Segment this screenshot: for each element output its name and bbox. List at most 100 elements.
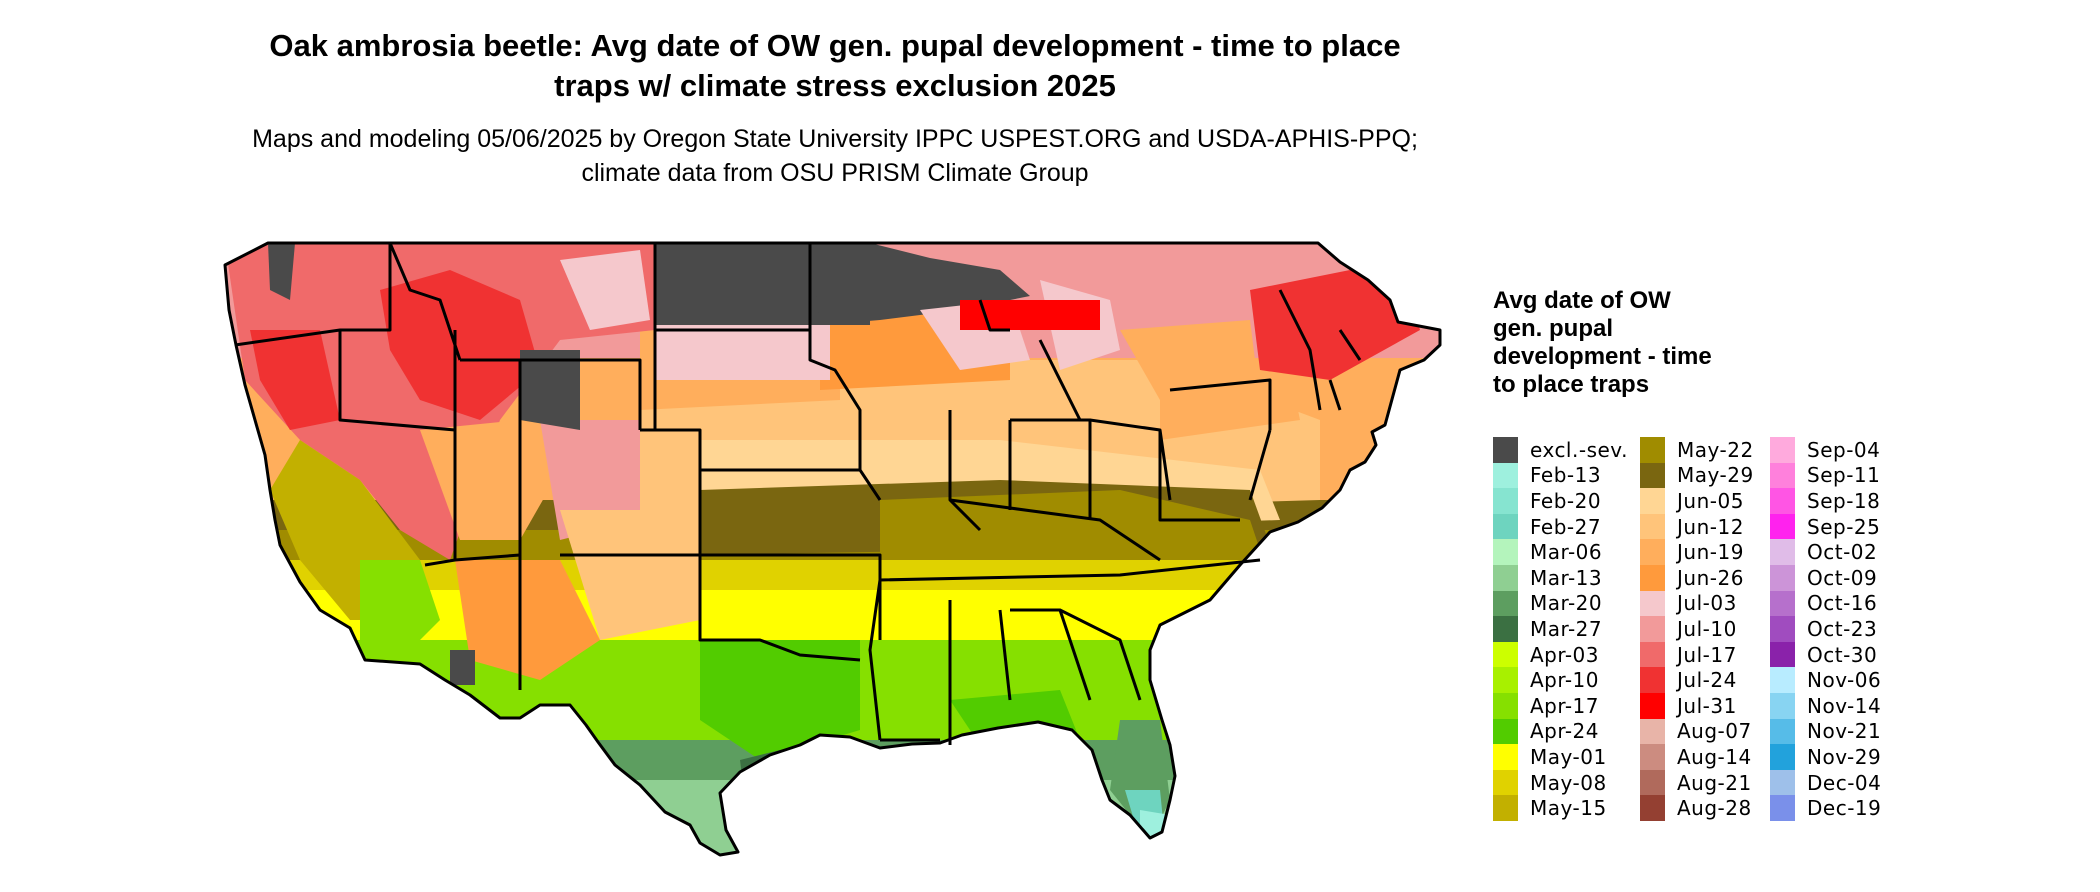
legend-item: Aug-28 [1640,795,1754,821]
legend-swatch [1770,718,1795,745]
legend-swatch [1770,795,1795,821]
legend-item: Nov-06 [1770,667,1881,693]
legend-item: excl.-sev. [1493,437,1628,463]
legend-label: Sep-18 [1807,488,1881,513]
legend-item: Sep-11 [1770,462,1881,489]
legend-label: Oct-23 [1807,616,1878,641]
legend-swatch [1770,744,1795,770]
legend-swatch [1770,590,1795,617]
legend-swatch [1770,539,1795,565]
legend-label: May-01 [1530,744,1607,769]
legend-swatch [1493,795,1518,821]
legend-item: Sep-04 [1770,437,1881,463]
legend-label: Jun-19 [1677,540,1744,565]
legend-item: Jun-12 [1640,513,1754,540]
legend-label: excl.-sev. [1530,437,1628,462]
legend-item: Jul-17 [1640,641,1754,668]
legend-swatch [1640,513,1665,540]
legend-label: Apr-10 [1530,668,1599,693]
legend-item: Aug-14 [1640,744,1754,770]
legend-label: Oct-02 [1807,540,1878,565]
legend-item: Apr-10 [1493,667,1628,693]
legend-label: Nov-14 [1807,693,1882,718]
legend-swatch [1640,437,1665,463]
legend-swatch [1493,564,1518,591]
legend-label: Sep-04 [1807,437,1881,462]
legend-item: May-08 [1493,769,1628,796]
legend-swatch [1770,769,1795,796]
legend-item: Jun-05 [1640,488,1754,514]
legend-label: Mar-13 [1530,565,1603,590]
legend-swatch [1493,641,1518,668]
legend-label: Mar-27 [1530,616,1603,641]
legend-swatch [1770,616,1795,642]
legend-item: Nov-29 [1770,744,1881,770]
legend-swatch [1770,692,1795,719]
legend-label: May-22 [1677,437,1754,462]
legend-label: Nov-06 [1807,668,1882,693]
legend-item: Mar-20 [1493,590,1628,617]
legend-swatch [1640,590,1665,617]
legend-swatch [1493,513,1518,540]
legend-item: Jul-03 [1640,590,1754,617]
legend-item: Jul-31 [1640,692,1754,719]
legend-label: Jul-17 [1677,642,1737,667]
legend-item: Mar-13 [1493,564,1628,591]
legend-label: Apr-17 [1530,693,1599,718]
legend-label: May-29 [1677,463,1754,488]
legend-label: Jul-10 [1677,616,1737,641]
legend-item: May-01 [1493,744,1628,770]
legend-swatch [1770,437,1795,463]
legend-swatch [1493,590,1518,617]
legend-swatch [1493,692,1518,719]
legend-swatch [1640,795,1665,821]
legend-swatch [1493,744,1518,770]
legend-swatch [1770,488,1795,514]
legend-swatch [1493,718,1518,745]
legend-swatch [1640,641,1665,668]
legend-label: Aug-28 [1677,796,1752,821]
legend-item: Oct-09 [1770,564,1881,591]
legend-item: Jul-24 [1640,667,1754,693]
legend-label: Nov-21 [1807,719,1882,744]
legend-item: Apr-24 [1493,718,1628,745]
legend-swatch [1640,744,1665,770]
legend-label: Oct-09 [1807,565,1878,590]
legend-label: May-15 [1530,796,1607,821]
legend-label: Jul-03 [1677,591,1737,616]
legend-item: Aug-07 [1640,718,1754,745]
legend-item: Dec-04 [1770,769,1881,796]
legend-item: Dec-19 [1770,795,1881,821]
legend-swatch [1640,539,1665,565]
legend-item: Nov-21 [1770,718,1882,745]
legend-label: Oct-30 [1807,642,1878,667]
legend-item: Feb-27 [1493,513,1628,540]
legend-swatch [1770,641,1795,668]
legend-swatch [1493,437,1518,463]
legend-item: Jul-10 [1640,616,1754,642]
legend-swatch [1640,564,1665,591]
legend-item: Jun-26 [1640,564,1754,591]
map-title: Oak ambrosia beetle: Avg date of OW gen.… [269,28,1401,103]
legend-label: Jul-31 [1677,693,1737,718]
legend-swatch [1640,488,1665,514]
legend-column-2: May-22 May-29 Jun-05 Jun-12 Jun-19 Jun-26 Jul-… [1640,437,1754,821]
legend-label: Nov-29 [1807,744,1882,769]
legend-item: Mar-27 [1493,616,1628,642]
legend-item: Apr-03 [1493,641,1628,668]
legend-item: Jun-19 [1640,539,1754,565]
legend-swatch [1770,564,1795,591]
legend-item: Oct-30 [1770,641,1881,668]
legend-swatch [1493,462,1518,489]
legend-label: Sep-11 [1807,463,1881,488]
legend-label: Aug-07 [1677,719,1752,744]
legend-swatch [1640,667,1665,693]
legend-item: Sep-25 [1770,513,1881,540]
legend-label: Feb-20 [1530,488,1602,513]
legend-swatch [1770,462,1795,489]
legend-label: Mar-20 [1530,591,1603,616]
map-subtitle: Maps and modeling 05/06/2025 by Oregon S… [252,125,1418,187]
legend-item: Oct-23 [1770,616,1881,642]
legend-item: May-15 [1493,795,1628,821]
legend-column-3: Sep-04 Sep-11 Sep-18 Sep-25 Oct-02 Oct-09 Oct-… [1770,437,1881,821]
